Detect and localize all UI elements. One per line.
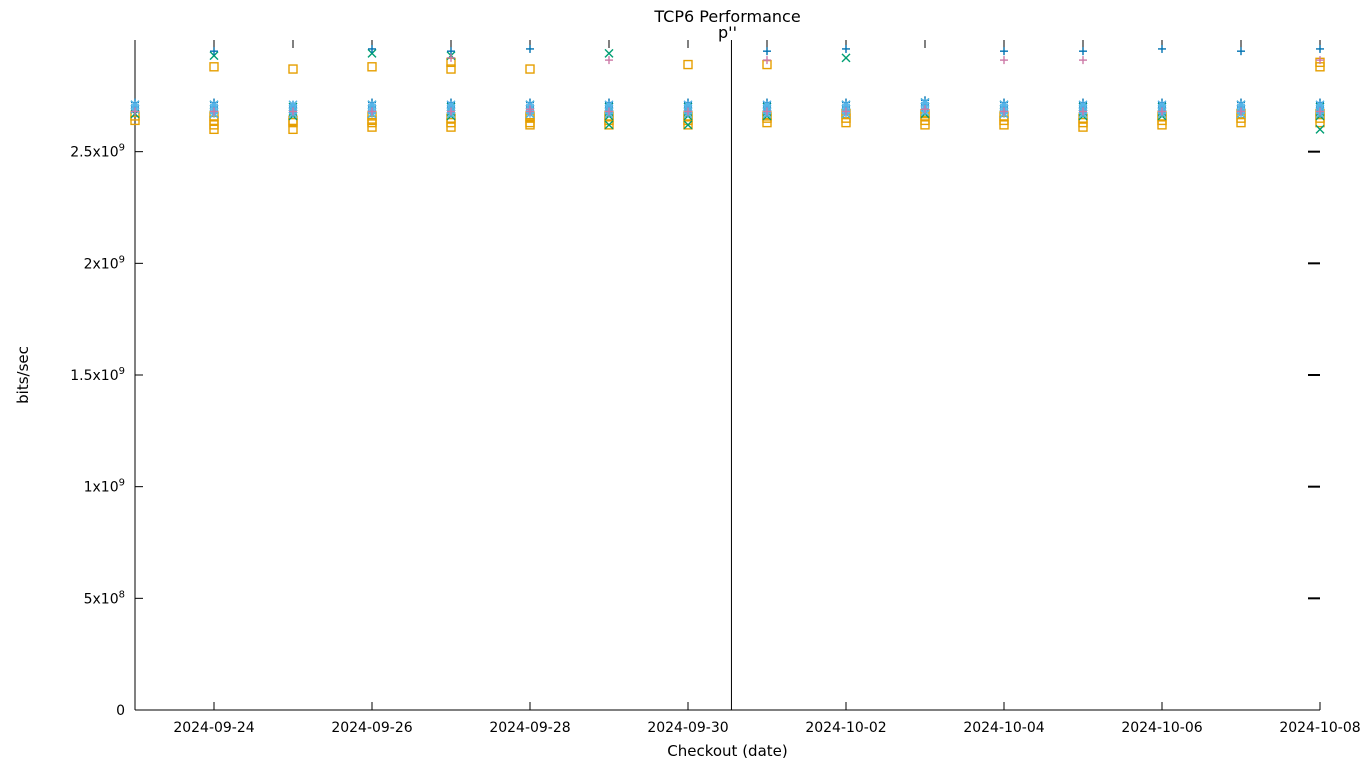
x-tick-label: 2024-10-02 — [805, 720, 886, 736]
x-tick-label: 2024-10-04 — [963, 720, 1044, 736]
y-tick-label: 2.5x109 — [70, 143, 125, 161]
y-axis-title: bits/sec — [14, 346, 32, 404]
y-tick-label: 0 — [116, 703, 125, 719]
y-tick-label: 1.5x109 — [70, 366, 125, 384]
x-tick-label: 2024-09-24 — [173, 720, 254, 736]
chart-annotation: p'' — [718, 23, 737, 42]
tcp6-performance-chart: TCP6 Performancep''05x1081x1091.5x1092x1… — [0, 0, 1360, 768]
chart-svg: TCP6 Performancep''05x1081x1091.5x1092x1… — [0, 0, 1360, 768]
x-tick-label: 2024-09-30 — [647, 720, 728, 736]
x-axis-title: Checkout (date) — [667, 742, 787, 760]
x-tick-label: 2024-10-06 — [1121, 720, 1202, 736]
x-tick-label: 2024-09-26 — [331, 720, 412, 736]
x-tick-label: 2024-10-08 — [1279, 720, 1360, 736]
x-tick-label: 2024-09-28 — [489, 720, 570, 736]
